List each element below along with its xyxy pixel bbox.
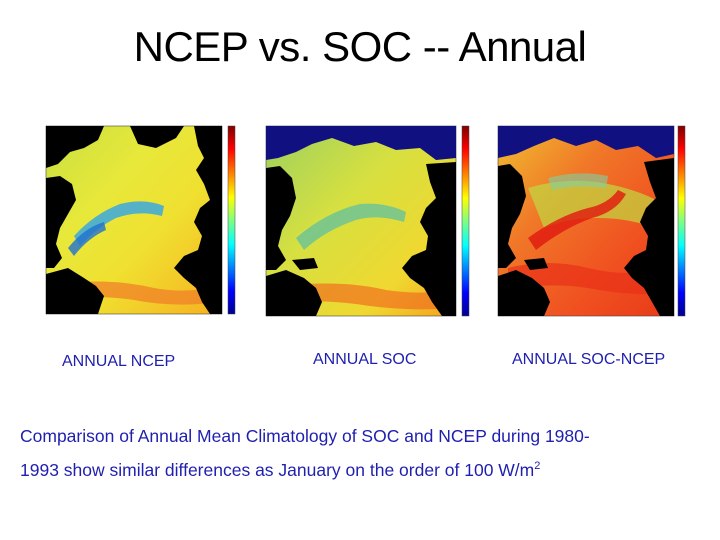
caption-superscript: 2 bbox=[534, 460, 541, 472]
slide-title: NCEP vs. SOC -- Annual bbox=[133, 23, 587, 70]
caption-line-1: Comparison of Annual Mean Climatology of… bbox=[20, 426, 590, 446]
caption-line-2: 1993 show similar differences as January… bbox=[20, 451, 710, 485]
land-greenland bbox=[130, 126, 184, 148]
caption-line-2-text: 1993 show similar differences as January… bbox=[20, 459, 535, 480]
map-panel-ncep bbox=[34, 118, 244, 328]
land-south-america bbox=[498, 270, 550, 316]
label-annual-soc: ANNUAL SOC bbox=[313, 351, 417, 368]
land-europe-africa bbox=[402, 162, 456, 316]
no-data-region bbox=[498, 126, 674, 158]
land-north-america bbox=[266, 166, 296, 270]
colorbar bbox=[461, 125, 470, 317]
land-europe-africa bbox=[624, 158, 674, 316]
land-canada bbox=[46, 126, 104, 168]
map-soc bbox=[256, 118, 474, 328]
map-panel-soc-ncep bbox=[488, 118, 688, 328]
map-panel-soc bbox=[256, 118, 474, 328]
label-annual-soc-ncep: ANNUAL SOC-NCEP bbox=[512, 351, 666, 368]
land-south-america bbox=[266, 270, 322, 316]
land-europe-africa bbox=[174, 126, 222, 314]
colorbar bbox=[227, 125, 236, 315]
label-annual-ncep: ANNUAL NCEP bbox=[62, 353, 176, 370]
caption: Comparison of Annual Mean Climatology of… bbox=[20, 421, 710, 485]
colorbar bbox=[677, 125, 686, 317]
map-soc-ncep bbox=[488, 118, 688, 328]
land-south-america bbox=[46, 268, 104, 314]
land-north-america bbox=[46, 176, 76, 268]
no-data-region bbox=[266, 126, 456, 160]
map-ncep bbox=[34, 118, 244, 328]
land-north-america bbox=[498, 164, 526, 268]
